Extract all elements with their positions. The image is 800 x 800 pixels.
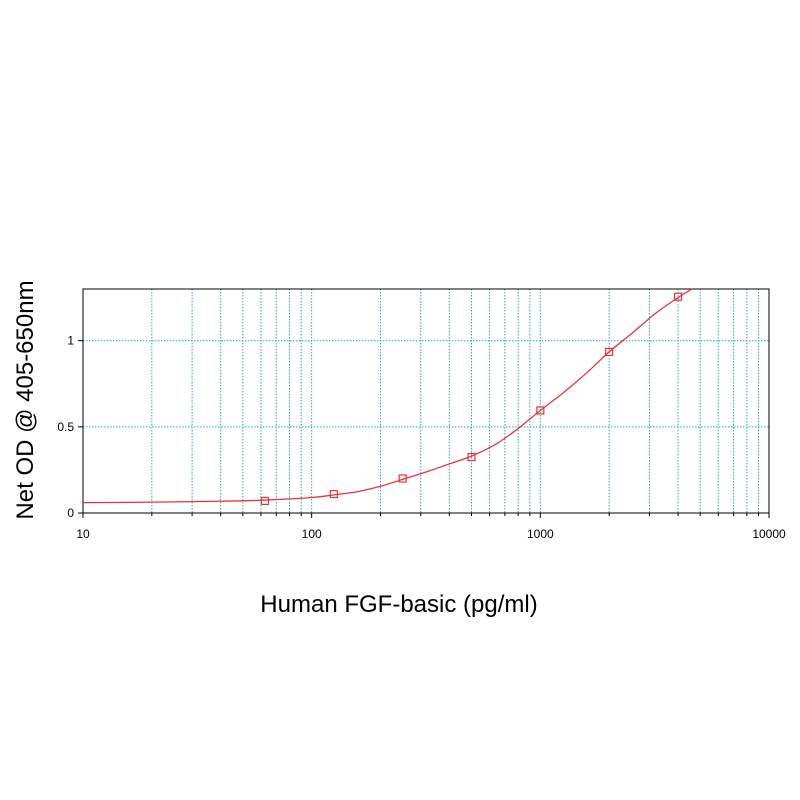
y-axis-label: Net OD @ 405-650nm [12,280,39,519]
fit-curve [82,288,693,504]
data-point [329,489,338,499]
plot-frame [82,288,770,514]
x-tick-label: 1000 [527,527,554,541]
x-axis-label: Human FGF-basic (pg/ml) [260,591,537,618]
data-point [467,452,476,462]
x-tick-labels: 10 100 1000 10000 [76,527,786,541]
y-tick-label: 0 [67,506,74,520]
data-point [260,496,270,506]
x-tick-label: 10 [76,527,90,541]
y-tick-label: 0.5 [57,420,74,434]
data-point [605,347,614,356]
data-point [536,406,545,415]
x-tick-label: 100 [302,527,322,541]
axis-ticks [78,340,770,518]
data-point [398,474,407,483]
grid-layer [83,289,769,513]
y-tick-labels: 00.51 [57,334,74,520]
y-tick-label: 1 [67,334,74,348]
data-points [260,292,683,506]
x-tick-label: 10000 [752,527,786,541]
data-point [673,292,683,301]
